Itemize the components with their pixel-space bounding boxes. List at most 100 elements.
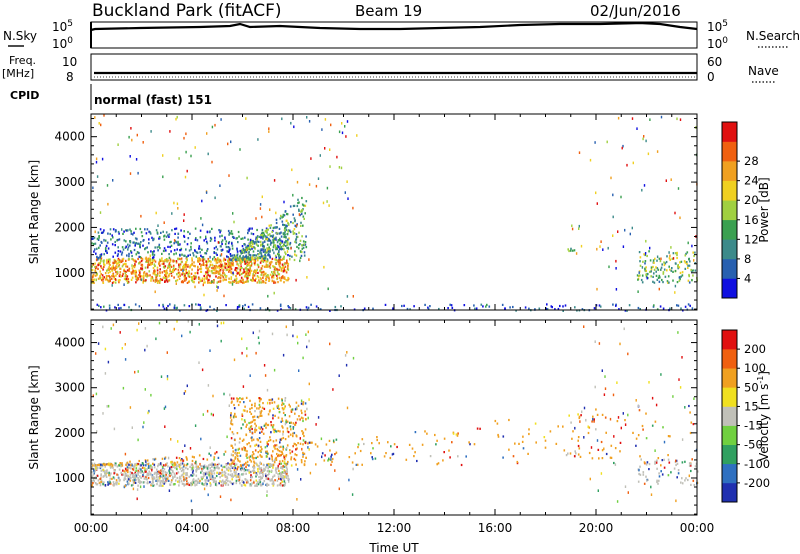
velocity-cell	[522, 435, 524, 438]
power-cell	[286, 225, 288, 228]
velocity-cell	[616, 500, 619, 503]
power-cell	[279, 303, 282, 306]
velocity-cell	[270, 479, 273, 482]
velocity-cell	[690, 421, 693, 424]
velocity-cell	[108, 474, 110, 477]
power-cell	[200, 279, 202, 282]
velocity-cell	[277, 449, 279, 452]
velocity-cell	[294, 423, 297, 426]
power-cell	[269, 261, 272, 264]
power-cell	[284, 277, 286, 280]
velocity-cell	[253, 481, 255, 484]
power-cell	[288, 223, 290, 226]
velocity-cell	[186, 457, 188, 460]
power-cell	[629, 232, 631, 236]
velocity-cell	[604, 375, 606, 378]
velocity-cell	[135, 478, 137, 481]
velocity-cell	[300, 461, 303, 464]
power-cell	[290, 121, 292, 125]
velocity-cell	[236, 455, 239, 458]
velocity-cell	[324, 454, 326, 457]
power-cell	[237, 271, 239, 274]
power-cell	[205, 237, 207, 240]
velocity-cell	[376, 436, 378, 439]
velocity-cell	[254, 402, 256, 405]
velocity-cell	[151, 468, 153, 472]
power-cell	[112, 261, 114, 264]
power-cell	[284, 210, 287, 213]
velocity-cell	[209, 463, 212, 466]
power-cell	[261, 236, 264, 240]
power-cell	[163, 247, 166, 250]
power-cell	[261, 265, 264, 268]
velocity-cell	[268, 398, 271, 402]
power-cell	[257, 264, 260, 267]
velocity-cell	[99, 484, 102, 487]
power-cell	[194, 272, 196, 275]
power-cell	[148, 270, 151, 273]
power-cell	[204, 272, 207, 275]
velocity-cell	[563, 449, 566, 452]
velocity-cell	[413, 455, 415, 458]
power-cell	[217, 257, 219, 260]
power-cell	[212, 280, 215, 283]
power-cell	[215, 261, 218, 264]
power-cell	[172, 269, 174, 272]
velocity-cell	[148, 470, 151, 473]
power-colorbar-swatch	[722, 258, 737, 279]
velocity-cell	[359, 449, 362, 453]
velocity-cell	[589, 477, 591, 481]
power-cell	[329, 309, 331, 312]
power-cell	[615, 288, 618, 291]
power-cell	[482, 305, 484, 308]
velocity-cell	[269, 439, 272, 442]
velocity-cell	[573, 455, 576, 458]
velocity-cell	[227, 473, 230, 476]
power-cell	[133, 266, 136, 269]
velocity-cell	[102, 325, 104, 329]
velocity-cell	[122, 386, 125, 390]
velocity-cell	[279, 460, 281, 463]
power-cell	[190, 154, 192, 158]
velocity-cell	[169, 483, 172, 486]
velocity-cell	[656, 459, 658, 462]
power-cell	[246, 260, 248, 263]
velocity-cell	[268, 472, 270, 475]
velocity-cell	[241, 351, 243, 355]
power-cell	[546, 308, 549, 311]
power-cell	[270, 260, 273, 263]
power-cell	[302, 240, 305, 243]
power-cell	[644, 252, 647, 255]
power-cell	[217, 286, 219, 289]
power-cell	[300, 210, 302, 213]
velocity-cell	[284, 472, 287, 475]
power-cell	[129, 244, 131, 247]
velocity-cell	[107, 483, 109, 486]
velocity-cell	[162, 470, 165, 473]
velocity-cell	[259, 475, 262, 478]
velocity-cell	[92, 473, 95, 476]
power-cell	[252, 273, 255, 276]
velocity-cell	[242, 464, 244, 467]
velocity-cell	[460, 463, 463, 467]
power-cell	[117, 262, 119, 265]
power-cell	[154, 264, 156, 268]
velocity-cell	[275, 458, 278, 461]
power-cell	[239, 266, 242, 269]
velocity-cell	[292, 422, 295, 425]
velocity-cell	[226, 476, 228, 479]
power-cell	[125, 275, 128, 278]
power-cell	[239, 258, 241, 261]
velocity-cell	[137, 484, 139, 487]
power-cell	[135, 253, 138, 256]
power-cell	[203, 239, 205, 242]
power-cell	[121, 246, 124, 249]
velocity-cell	[185, 472, 187, 475]
velocity-cell	[155, 474, 158, 477]
power-cell	[233, 280, 235, 283]
power-cell	[662, 281, 664, 284]
power-cell	[125, 265, 127, 268]
power-cell	[251, 303, 254, 306]
power-cell	[285, 244, 287, 248]
velocity-cell	[96, 463, 99, 467]
